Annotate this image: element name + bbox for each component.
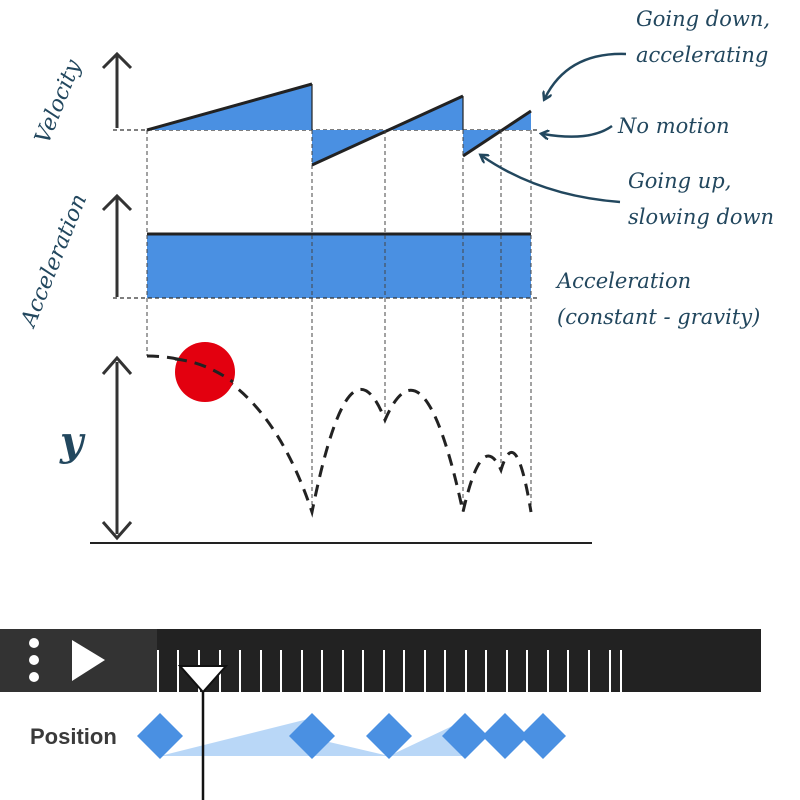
ball-trajectory	[146, 354, 533, 518]
vertical-dots-icon[interactable]	[29, 638, 39, 682]
acceleration-panel: Acceleration	[16, 191, 540, 333]
ball-trajectory-overlay	[174, 357, 234, 384]
velocity-panel: Velocity	[30, 51, 540, 167]
diamond-icon[interactable]	[366, 713, 412, 759]
velocity-axis-label: Velocity	[30, 56, 86, 147]
velocity-line-2	[311, 94, 464, 167]
annotation-going-down-line1: Going down,	[636, 7, 770, 31]
annotation-going-up-line1: Going up,	[628, 169, 731, 193]
y-axis-arrowhead-bottom	[101, 521, 133, 541]
keyframe-bands	[160, 718, 465, 756]
acceleration-axis-arrowhead	[101, 193, 133, 212]
annotations: Going down, accelerating No motion Going…	[482, 7, 774, 329]
ball	[175, 342, 235, 402]
keyframe-band	[160, 718, 312, 756]
diamond-icon[interactable]	[289, 713, 335, 759]
diamond-icon[interactable]	[482, 713, 528, 759]
acceleration-fill	[147, 234, 531, 298]
diamond-icon[interactable]	[442, 713, 488, 759]
keyframe-band	[389, 720, 465, 756]
play-button[interactable]	[60, 634, 120, 688]
annotation-acceleration-line1: Acceleration	[555, 269, 691, 293]
velocity-line-1	[146, 82, 313, 132]
timeline-track[interactable]	[157, 629, 761, 692]
playhead-triangle-icon[interactable]	[177, 665, 229, 694]
velocity-axis-arrowhead	[101, 51, 133, 70]
timeline: Position	[0, 629, 761, 800]
annotation-going-down-line2: accelerating	[636, 43, 768, 67]
diamond-icon[interactable]	[137, 713, 183, 759]
y-axis-arrowhead-top	[101, 355, 133, 375]
position-track-label: Position	[30, 724, 117, 749]
y-axis-label: y	[59, 418, 86, 465]
annotation-no-motion: No motion	[617, 114, 730, 138]
annotation-going-up-line2: slowing down	[628, 205, 774, 229]
acceleration-axis-label: Acceleration	[16, 191, 93, 333]
annotation-acceleration-line2: (constant - gravity)	[557, 305, 760, 329]
position-panel: y	[59, 342, 592, 544]
keyframes	[137, 713, 566, 759]
timeline-menu-button[interactable]	[14, 634, 54, 688]
annotation-arrow-going-up	[482, 156, 621, 204]
diamond-icon[interactable]	[520, 713, 566, 759]
velocity-line-3	[462, 109, 532, 158]
play-icon[interactable]	[72, 640, 105, 681]
annotation-arrow-no-motion	[543, 124, 613, 137]
annotation-arrow-going-down	[545, 52, 627, 98]
keyframe-band	[312, 738, 389, 756]
time-guides	[146, 130, 532, 512]
